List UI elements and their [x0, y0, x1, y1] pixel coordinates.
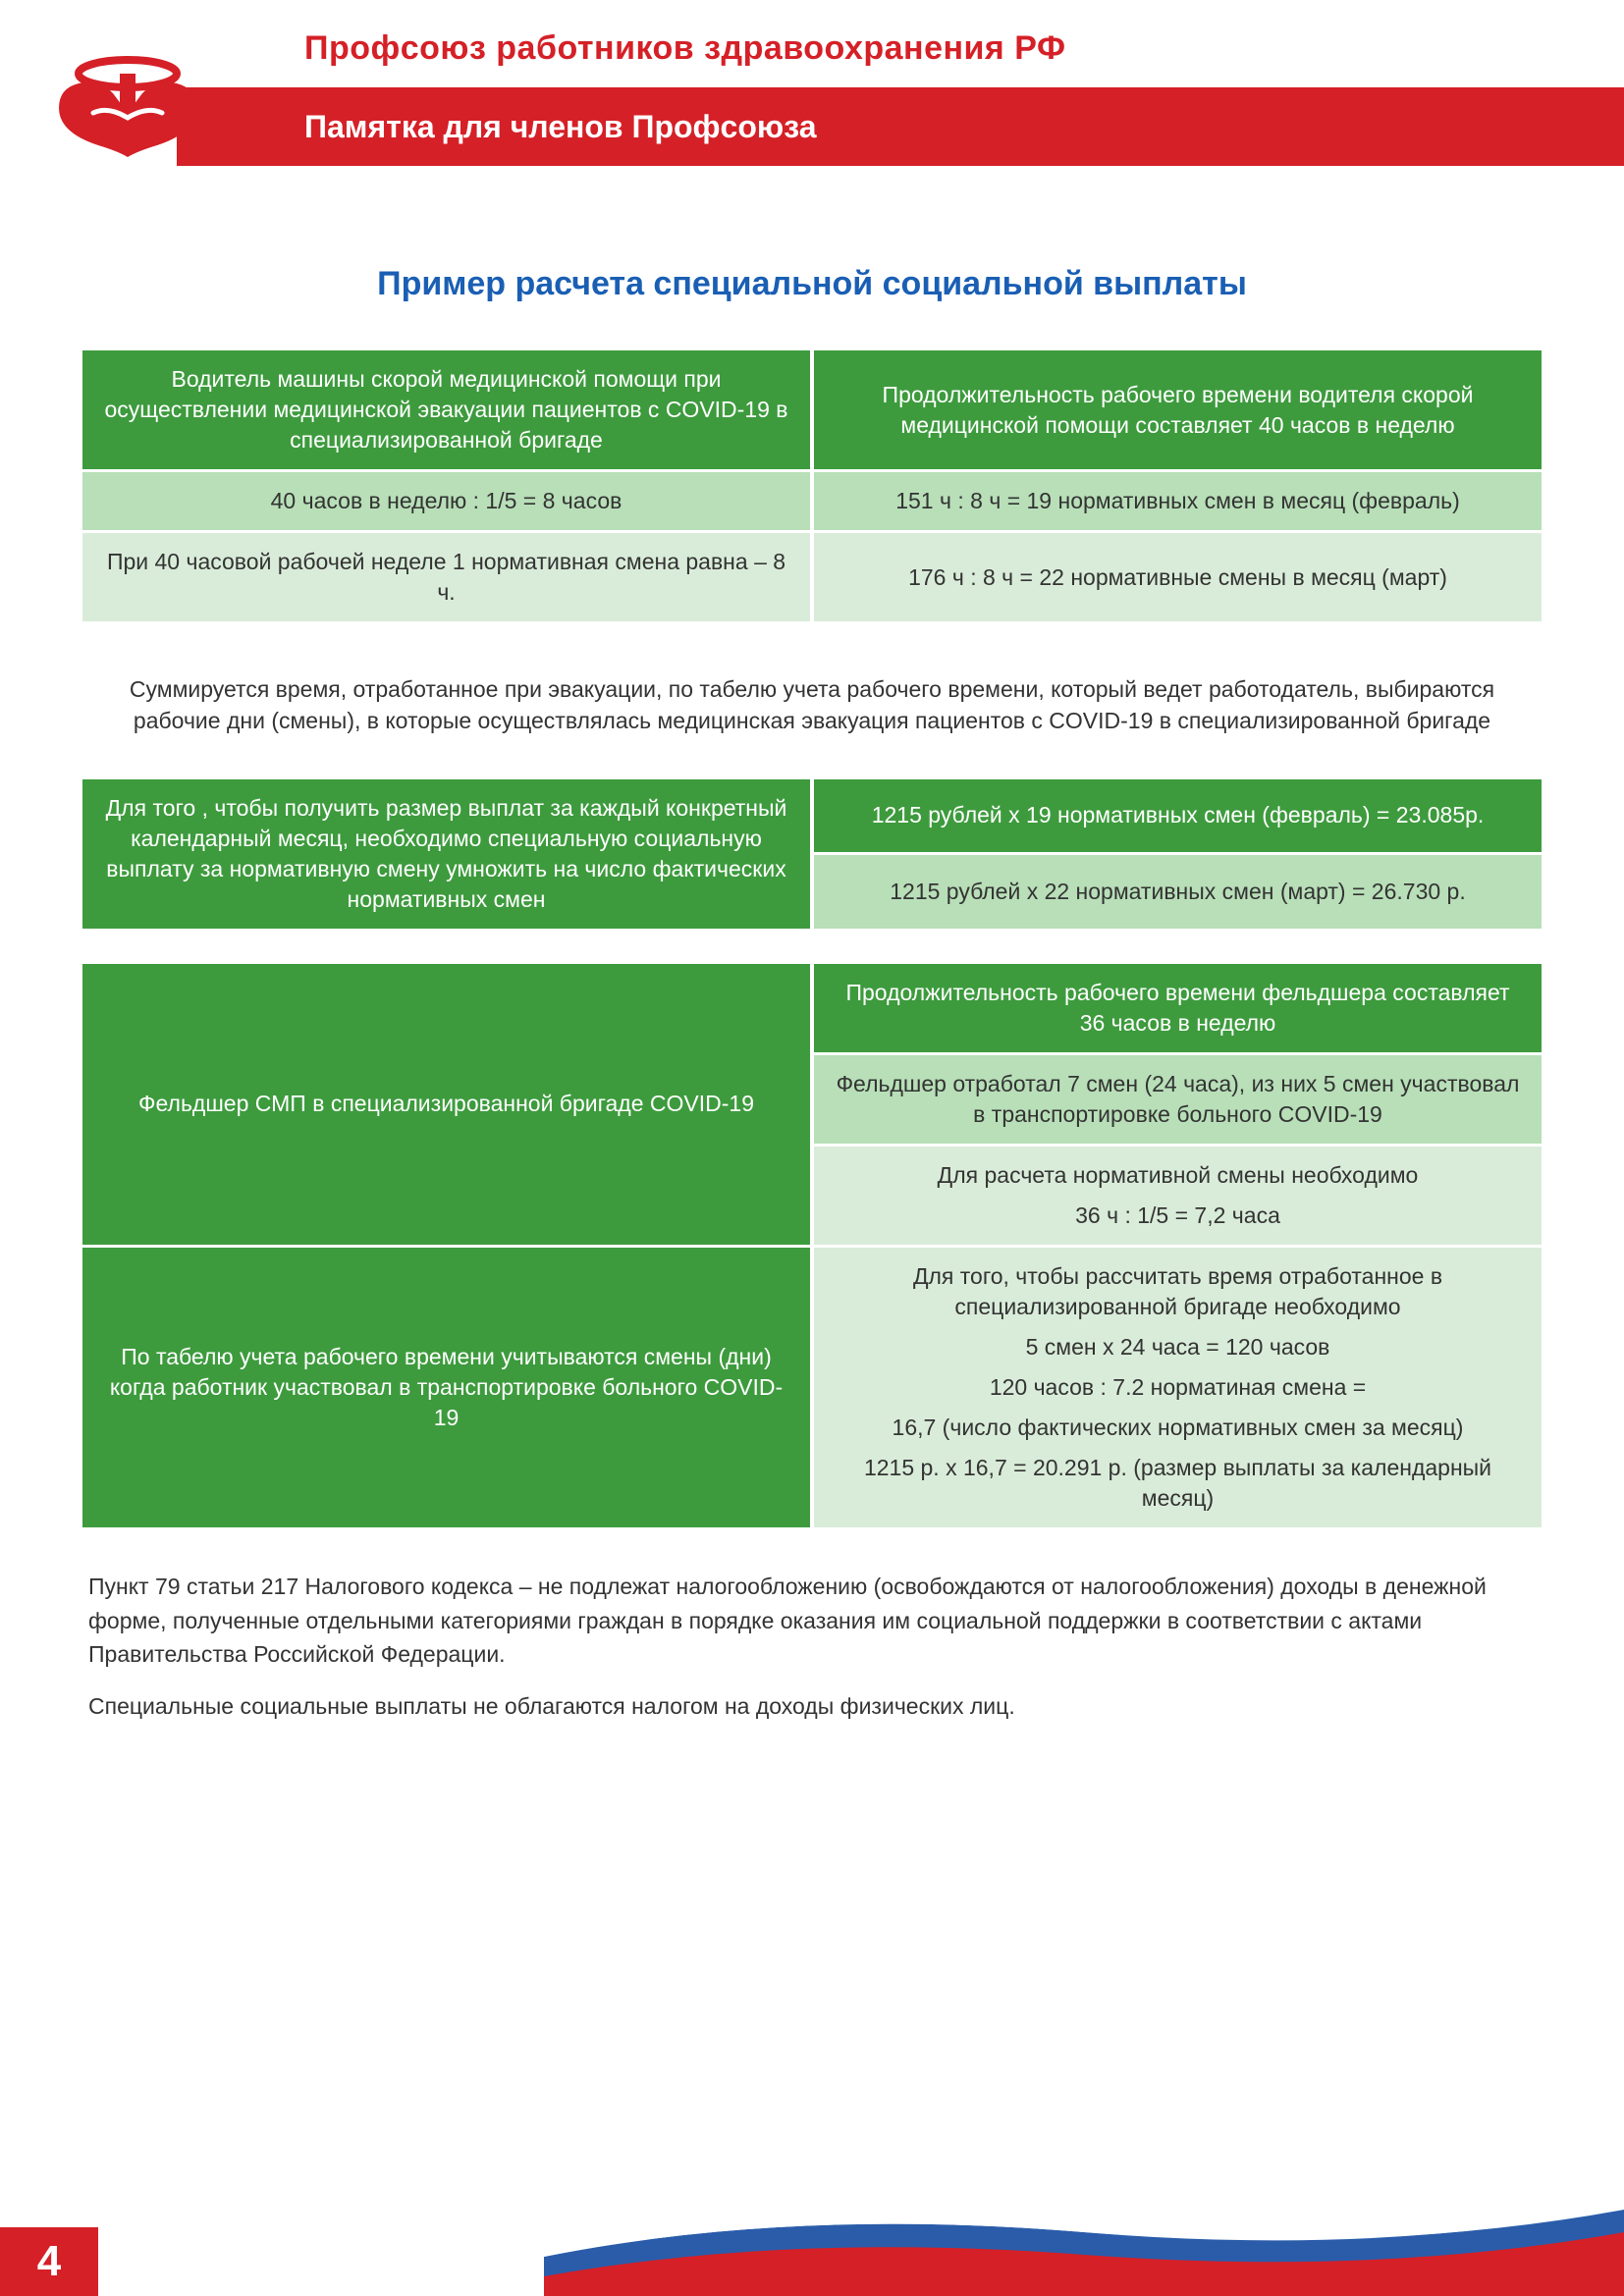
cell-line: 36 ч : 1/5 = 7,2 часа	[834, 1201, 1522, 1231]
cell: Продолжительность рабочего времени фельд…	[814, 964, 1542, 1052]
cell-line: Для того, чтобы рассчитать время отработ…	[834, 1261, 1522, 1322]
cell: 40 часов в неделю : 1/5 = 8 часов	[82, 472, 810, 530]
cell-line: Для расчета нормативной смены необходимо	[834, 1160, 1522, 1191]
paragraph: Суммируется время, отработанное при эвак…	[79, 654, 1545, 775]
table-driver: Водитель машины скорой медицинской помощ…	[79, 347, 1545, 624]
header: Профсоюз работников здравоохранения РФ П…	[0, 0, 1624, 196]
cell: 1215 рублей х 22 нормативных смен (март)…	[814, 855, 1542, 929]
paragraph: Специальные социальные выплаты не облага…	[88, 1689, 1536, 1724]
page: Профсоюз работников здравоохранения РФ П…	[0, 0, 1624, 2296]
table-row: При 40 часовой рабочей неделе 1 норматив…	[82, 533, 1542, 621]
cell: Продолжительность рабочего времени водит…	[814, 350, 1542, 469]
page-number: 4	[0, 2227, 98, 2296]
header-bar: Памятка для членов Профсоюза	[177, 87, 1624, 166]
cell-line: 16,7 (число фактических нормативных смен…	[834, 1413, 1522, 1443]
flag-swoosh-icon	[544, 2188, 1624, 2296]
footer-text: Пункт 79 статьи 217 Налогового кодекса –…	[79, 1560, 1545, 1723]
header-subtitle: Памятка для членов Профсоюза	[304, 109, 816, 145]
cell-line: 5 смен х 24 часа = 120 часов	[834, 1332, 1522, 1362]
table-payment: Для того , чтобы получить размер выплат …	[79, 776, 1545, 932]
section-title: Пример расчета специальной социальной вы…	[79, 265, 1545, 303]
cell: Для расчета нормативной смены необходимо…	[814, 1147, 1542, 1245]
cell: 176 ч : 8 ч = 22 нормативные смены в мес…	[814, 533, 1542, 621]
org-title: Профсоюз работников здравоохранения РФ	[0, 0, 1624, 87]
cell-line: 120 часов : 7.2 норматиная смена =	[834, 1372, 1522, 1403]
cell: Для того, чтобы рассчитать время отработ…	[814, 1248, 1542, 1527]
table-row: Водитель машины скорой медицинской помощ…	[82, 350, 1542, 469]
cell: 151 ч : 8 ч = 19 нормативных смен в меся…	[814, 472, 1542, 530]
cell-line: 1215 р. х 16,7 = 20.291 р. (размер выпла…	[834, 1453, 1522, 1514]
cell: 1215 рублей х 19 нормативных смен (февра…	[814, 779, 1542, 853]
cell: Фельдшер СМП в специализированной бригад…	[82, 964, 810, 1245]
paragraph: Пункт 79 статьи 217 Налогового кодекса –…	[88, 1570, 1536, 1672]
table-row: Фельдшер СМП в специализированной бригад…	[82, 964, 1542, 1052]
table-row: 40 часов в неделю : 1/5 = 8 часов 151 ч …	[82, 472, 1542, 530]
table-feldsher: Фельдшер СМП в специализированной бригад…	[79, 961, 1545, 1531]
table-row: Для того , чтобы получить размер выплат …	[82, 779, 1542, 853]
cell: Для того , чтобы получить размер выплат …	[82, 779, 810, 929]
union-logo-icon	[39, 39, 216, 167]
cell: При 40 часовой рабочей неделе 1 норматив…	[82, 533, 810, 621]
cell: Фельдшер отработал 7 смен (24 часа), из …	[814, 1055, 1542, 1144]
content: Пример расчета специальной социальной вы…	[0, 196, 1624, 1723]
table-row: По табелю учета рабочего времени учитыва…	[82, 1248, 1542, 1527]
cell: По табелю учета рабочего времени учитыва…	[82, 1248, 810, 1527]
cell: Водитель машины скорой медицинской помощ…	[82, 350, 810, 469]
